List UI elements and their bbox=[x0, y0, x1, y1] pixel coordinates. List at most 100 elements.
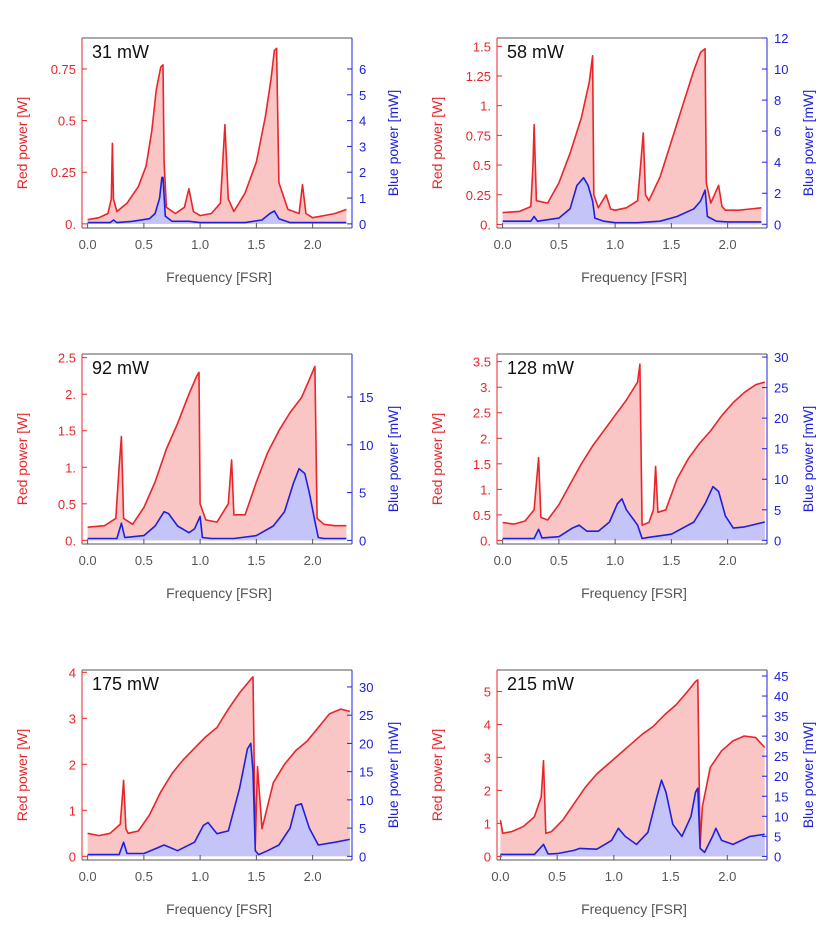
left-tick-label: 1.5 bbox=[473, 39, 491, 54]
right-axis-title: Blue power [mW] bbox=[385, 406, 401, 513]
left-tick-label: 1 bbox=[69, 803, 76, 818]
x-axis-title: Frequency [FSR] bbox=[581, 269, 687, 285]
right-axis-title: Blue power [mW] bbox=[800, 722, 816, 829]
chart-panel-128mw: 0.0 0.5 1.0 1.5 2.0 0. 0.5 1. 1.5 2. 2.5 3. 3.5 0 5 10 1… bbox=[415, 316, 830, 632]
x-axis-title: Frequency [FSR] bbox=[581, 585, 687, 601]
right-tick-label: 25 bbox=[359, 708, 373, 723]
x-axis-title: Frequency [FSR] bbox=[166, 901, 272, 917]
left-tick-label: 3.5 bbox=[473, 355, 491, 370]
red-power-line bbox=[87, 676, 350, 846]
right-tick-label: 20 bbox=[359, 736, 373, 751]
x-tick-label: 0.0 bbox=[494, 237, 512, 252]
right-tick-label: 35 bbox=[774, 709, 788, 724]
right-tick-label: 0 bbox=[774, 533, 781, 548]
left-tick-label: 0. bbox=[65, 533, 76, 548]
red-power-line bbox=[502, 363, 766, 526]
chart-svg: 0.0 0.5 1.0 1.5 2.0 0. 0.5 1. 1.5 2. 2.5 0 5 10 15 Freq… bbox=[14, 351, 401, 601]
x-tick-label: 1.0 bbox=[191, 553, 209, 568]
red-power-area bbox=[87, 676, 350, 857]
red-power-line bbox=[87, 47, 347, 221]
x-axis-title: Frequency [FSR] bbox=[166, 269, 272, 285]
right-tick-label: 0 bbox=[359, 533, 366, 548]
x-axis-title: Frequency [FSR] bbox=[581, 901, 687, 917]
chart-panel-31mw: 0.0 0.5 1.0 1.5 2.0 0. 0.25 0.5 0.75 0 1 2 3 4 5 6 Frequ… bbox=[0, 0, 415, 316]
chart-svg: 0.0 0.5 1.0 1.5 2.0 0. 0.25 0.5 0.75 0 1 2 3 4 5 6 Frequ… bbox=[14, 37, 401, 285]
left-tick-label: 2 bbox=[484, 783, 491, 798]
pump-power-label: 128 mW bbox=[507, 358, 574, 378]
right-tick-label: 4 bbox=[774, 155, 781, 170]
right-tick-label: 10 bbox=[774, 472, 788, 487]
right-tick-label: 6 bbox=[359, 62, 366, 77]
x-tick-label: 2.0 bbox=[304, 237, 322, 252]
left-tick-label: 1 bbox=[484, 816, 491, 831]
left-tick-label: 0.25 bbox=[51, 165, 76, 180]
blue-power-area bbox=[502, 177, 762, 225]
blue-power-area bbox=[500, 780, 765, 857]
left-tick-label: 1.5 bbox=[473, 457, 491, 472]
chart-svg: 0.0 0.5 1.0 1.5 2.0 0. 0.25 0.5 0.75 1. 1.25 1.5 0 2 4… bbox=[429, 31, 816, 285]
red-power-area bbox=[87, 366, 347, 541]
x-tick-label: 1.5 bbox=[247, 553, 265, 568]
left-tick-label: 2. bbox=[480, 431, 491, 446]
left-tick-label: 1. bbox=[480, 99, 491, 114]
left-tick-label: 0.5 bbox=[473, 508, 491, 523]
right-tick-label: 10 bbox=[359, 438, 373, 453]
pump-power-label: 31 mW bbox=[92, 42, 149, 62]
right-axis-title: Blue power [mW] bbox=[385, 722, 401, 829]
x-tick-label: 2.0 bbox=[304, 553, 322, 568]
left-axis-title: Red power [W] bbox=[14, 97, 30, 190]
right-axis-title: Blue power [mW] bbox=[385, 90, 401, 197]
right-tick-label: 30 bbox=[774, 729, 788, 744]
blue-power-area bbox=[502, 486, 765, 541]
red-power-area bbox=[502, 48, 762, 225]
right-tick-label: 5 bbox=[774, 829, 781, 844]
left-tick-label: 2.5 bbox=[473, 406, 491, 421]
x-tick-label: 1.0 bbox=[606, 237, 624, 252]
pump-power-label: 215 mW bbox=[507, 674, 574, 694]
left-tick-label: 4 bbox=[484, 717, 491, 732]
chart-panel-92mw: 0.0 0.5 1.0 1.5 2.0 0. 0.5 1. 1.5 2. 2.5 0 5 10 15 Freq… bbox=[0, 316, 415, 632]
x-tick-label: 0.0 bbox=[79, 553, 97, 568]
right-tick-label: 10 bbox=[774, 809, 788, 824]
right-tick-label: 5 bbox=[359, 88, 366, 103]
blue-power-line bbox=[502, 485, 765, 540]
right-tick-label: 10 bbox=[359, 793, 373, 808]
blue-power-line bbox=[502, 176, 762, 224]
left-tick-label: 2 bbox=[69, 757, 76, 772]
x-tick-label: 0.0 bbox=[79, 869, 97, 884]
left-tick-label: 1. bbox=[480, 482, 491, 497]
left-tick-label: 0. bbox=[480, 217, 491, 232]
right-tick-label: 15 bbox=[359, 390, 373, 405]
x-tick-label: 2.0 bbox=[718, 869, 736, 884]
x-tick-label: 0.5 bbox=[135, 869, 153, 884]
right-tick-label: 4 bbox=[359, 114, 366, 129]
right-tick-label: 10 bbox=[774, 62, 788, 77]
right-tick-label: 6 bbox=[774, 124, 781, 139]
left-tick-label: 0.75 bbox=[51, 62, 76, 77]
right-tick-label: 20 bbox=[774, 411, 788, 426]
chart-panel-215mw: 0.0 0.5 1.0 1.5 2.0 0 1 2 3 4 5 0 5 10 15 20 25 30 35 40 45 F… bbox=[415, 632, 830, 948]
right-axis-title: Blue power [mW] bbox=[800, 90, 816, 197]
chart-svg: 0.0 0.5 1.0 1.5 2.0 0. 0.5 1. 1.5 2. 2.5 3. 3.5 0 5 10 1… bbox=[429, 350, 816, 601]
left-tick-label: 0.75 bbox=[466, 128, 491, 143]
left-tick-label: 1. bbox=[65, 460, 76, 475]
x-tick-label: 0.5 bbox=[135, 237, 153, 252]
chart-svg: 0.0 0.5 1.0 1.5 2.0012345051015202530354045F… bbox=[429, 669, 816, 917]
right-tick-label: 8 bbox=[774, 93, 781, 108]
right-tick-label: 25 bbox=[774, 381, 788, 396]
x-tick-label: 1.0 bbox=[606, 553, 624, 568]
x-tick-label: 0.5 bbox=[548, 869, 566, 884]
right-tick-label: 40 bbox=[774, 689, 788, 704]
left-tick-label: 0 bbox=[69, 849, 76, 864]
left-tick-label: 3 bbox=[69, 711, 76, 726]
right-tick-label: 30 bbox=[774, 350, 788, 365]
left-tick-label: 3. bbox=[480, 380, 491, 395]
left-axis-title: Red power [W] bbox=[14, 729, 30, 822]
right-tick-label: 2 bbox=[774, 186, 781, 201]
left-tick-label: 4 bbox=[69, 665, 76, 680]
right-tick-label: 1 bbox=[359, 191, 366, 206]
right-axis-title: Blue power [mW] bbox=[800, 406, 816, 513]
right-tick-label: 45 bbox=[774, 669, 788, 684]
blue-power-line bbox=[87, 467, 347, 540]
x-tick-label: 1.5 bbox=[662, 237, 680, 252]
